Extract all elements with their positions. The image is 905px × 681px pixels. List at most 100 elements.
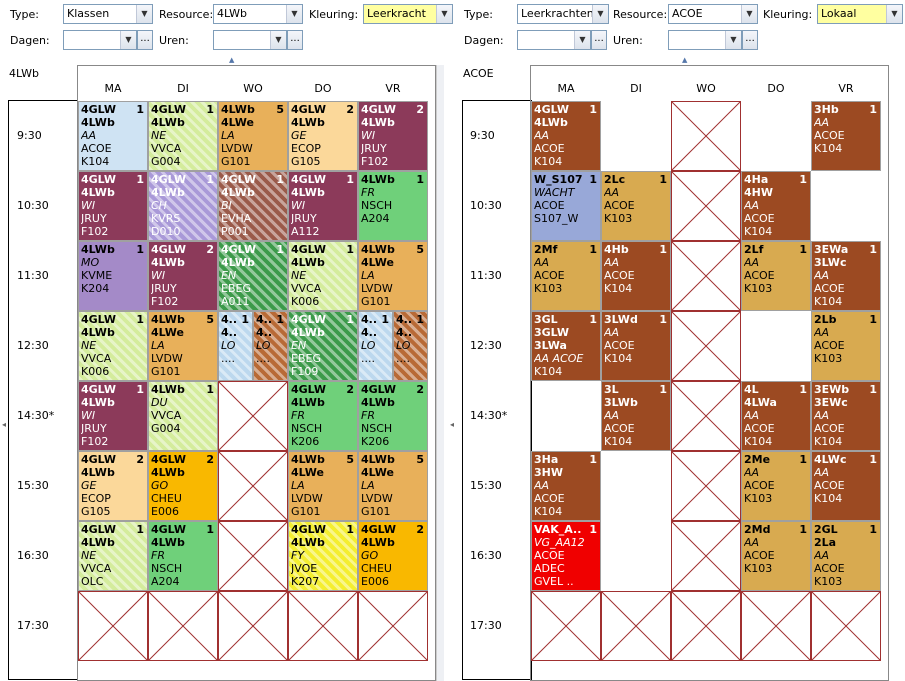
empty-slot[interactable]: [671, 451, 741, 521]
type-select[interactable]: Leerkrachten ▼: [517, 4, 609, 24]
lesson-block[interactable]: 1 4GLW 4LWb WI JRUY F102: [78, 381, 148, 451]
lesson-block[interactable]: 5 4LWb 4LWe LA LVDW G101: [148, 311, 218, 381]
lesson-block[interactable]: 1 4LWb MO KVME K204: [78, 241, 148, 311]
kleuring-select[interactable]: Leerkracht ▼: [363, 4, 453, 24]
chevron-down-icon[interactable]: ▼: [436, 5, 452, 23]
empty-slot[interactable]: [671, 591, 741, 661]
uren-more-button[interactable]: ...: [742, 30, 758, 50]
lesson-block[interactable]: 1 4GLW 4LWb WI JRUY A112: [288, 171, 358, 241]
lesson-block[interactable]: 1 4.. 4.. LO....: [218, 311, 253, 381]
lesson-block[interactable]: 1 4GLW 4LWb NE VVCA G004: [148, 101, 218, 171]
lesson-block[interactable]: 1 4GLW 4LWb NE VVCA K006: [78, 311, 148, 381]
lesson-block[interactable]: 1 4GLW 4LWb CH KVRS D010: [148, 171, 218, 241]
dagen-more-button[interactable]: ...: [137, 30, 153, 50]
lesson-block[interactable]: 2 4GLW 4LWb FR NSCH K206: [358, 381, 428, 451]
lesson-block[interactable]: 2 4GLW 4LWb WI JRUY F102: [148, 241, 218, 311]
lesson-block[interactable]: 5 4LWb 4LWe LA LVDW G101: [288, 451, 358, 521]
lesson-block[interactable]: 1 3LWd AA ACOE K104: [601, 311, 671, 381]
scrollbar[interactable]: [436, 65, 444, 681]
chevron-down-icon[interactable]: ▼: [725, 31, 741, 49]
empty-slot[interactable]: [811, 591, 881, 661]
type-select[interactable]: Klassen ▼: [63, 4, 153, 24]
lesson-block[interactable]: 1 4Hb AA ACOE K104: [601, 241, 671, 311]
lesson-block[interactable]: 1 4LWc AA ACOE K104: [811, 451, 881, 521]
lesson-block[interactable]: 2 4GLW 4LWb WI JRUY F102: [358, 101, 428, 171]
lesson-block[interactable]: 5 4LWb 4LWe LA LVDW G101: [358, 451, 428, 521]
empty-slot[interactable]: [531, 591, 601, 661]
empty-slot[interactable]: [671, 521, 741, 591]
lesson-block[interactable]: 1 4GLW 4LWb EN EBEG F109: [288, 311, 358, 381]
lesson-block[interactable]: 1 4L 4LWa AA ACOE K104: [741, 381, 811, 451]
empty-slot[interactable]: [671, 171, 741, 241]
resource-select[interactable]: 4LWb ▼: [213, 4, 303, 24]
lesson-block[interactable]: 1 4.. 4.. LO....: [253, 311, 288, 381]
empty-slot[interactable]: [671, 241, 741, 311]
lesson-block[interactable]: 1 4GLW 4LWb BI EVHA P001: [218, 171, 288, 241]
lesson-block[interactable]: 1 4LWb FR NSCH A204: [358, 171, 428, 241]
splitter-left-arrow-icon[interactable]: ◂: [2, 420, 7, 429]
chevron-down-icon[interactable]: ▼: [286, 5, 302, 23]
lesson-block[interactable]: 1 VAK_A.. VG_AA12 ACOE ADEC GVEL ..: [531, 521, 601, 591]
chevron-down-icon[interactable]: ▼: [136, 5, 152, 23]
uren-more-button[interactable]: ...: [287, 30, 303, 50]
lesson-block[interactable]: 2 4GLW 4LWb GE ECOP G105: [78, 451, 148, 521]
empty-slot[interactable]: [671, 101, 741, 171]
empty-slot[interactable]: [218, 521, 288, 591]
lesson-block[interactable]: 2 4GLW 4LWb GO CHEU E006: [358, 521, 428, 591]
lesson-block[interactable]: 1 4GLW 4LWb FY JVOE K207: [288, 521, 358, 591]
lesson-block[interactable]: 1 4Ha 4HW AA ACOE K104: [741, 171, 811, 241]
empty-slot[interactable]: [358, 591, 428, 661]
dagen-more-button[interactable]: ...: [591, 30, 607, 50]
lesson-block[interactable]: 1 3EWb 3EWc AA ACOE K104: [811, 381, 881, 451]
empty-slot[interactable]: [288, 591, 358, 661]
empty-slot[interactable]: [671, 381, 741, 451]
dagen-select[interactable]: ▼: [517, 30, 591, 50]
lesson-block[interactable]: 5 4LWb 4LWe LA LVDW G101: [218, 101, 288, 171]
lesson-block[interactable]: 1 3L 3LWb AA ACOE K104: [601, 381, 671, 451]
empty-slot[interactable]: [671, 311, 741, 381]
lesson-block[interactable]: 1 3GL 3GLW 3LWa AA ACOE K104: [531, 311, 601, 381]
chevron-down-icon[interactable]: ▼: [270, 31, 286, 49]
lesson-block[interactable]: 1 4.. 4.. LO....: [358, 311, 393, 381]
chevron-down-icon[interactable]: ▼: [120, 31, 136, 49]
lesson-block[interactable]: 1 4GLW 4LWb FR NSCH A204: [148, 521, 218, 591]
lesson-block[interactable]: 1 W_S107 WACHT ACOE S107_W: [531, 171, 601, 241]
lesson-block[interactable]: 2 4GLW 4LWb GO CHEU E006: [148, 451, 218, 521]
splitter-grip-icon[interactable]: ▲: [229, 56, 235, 64]
lesson-block[interactable]: 1 2Lb AA ACOE K103: [811, 311, 881, 381]
lesson-block[interactable]: 1 4GLW 4LWb EN EBEG A011: [218, 241, 288, 311]
lesson-block[interactable]: 1 4GLW 4LWb AA ACOE K104: [531, 101, 601, 171]
splitter-grip-icon[interactable]: ▲: [682, 56, 688, 64]
chevron-down-icon[interactable]: ▼: [741, 5, 757, 23]
empty-slot[interactable]: [741, 591, 811, 661]
lesson-block[interactable]: 1 3Hb AA ACOE K104: [811, 101, 881, 171]
empty-slot[interactable]: [218, 591, 288, 661]
splitter-middle-arrow-icon[interactable]: ◂: [450, 420, 455, 429]
lesson-block[interactable]: 1 3EWa 3LWc AA ACOE K104: [811, 241, 881, 311]
empty-slot[interactable]: [148, 591, 218, 661]
lesson-block[interactable]: 1 4GLW 4LWb AA ACOE K104: [78, 101, 148, 171]
chevron-down-icon[interactable]: ▼: [592, 5, 608, 23]
lesson-block[interactable]: 1 3Ha 3HW AA ACOE K104: [531, 451, 601, 521]
lesson-block[interactable]: 1 2Me AA ACOE K103: [741, 451, 811, 521]
dagen-select[interactable]: ▼: [63, 30, 137, 50]
lesson-block[interactable]: 1 2Mf AA ACOE K103: [531, 241, 601, 311]
empty-slot[interactable]: [601, 591, 671, 661]
lesson-block[interactable]: 1 4GLW 4LWb NE VVCA OLC: [78, 521, 148, 591]
lesson-block[interactable]: 1 4GLW 4LWb WI JRUY F102: [78, 171, 148, 241]
lesson-block[interactable]: 1 2Lf AA ACOE K103: [741, 241, 811, 311]
lesson-block[interactable]: 1 2Lc AA ACOE K103: [601, 171, 671, 241]
kleuring-select[interactable]: Lokaal ▼: [817, 4, 903, 24]
uren-select[interactable]: ▼: [213, 30, 287, 50]
empty-slot[interactable]: [78, 591, 148, 661]
lesson-block[interactable]: 5 4LWb 4LWe LA LVDW G101: [358, 241, 428, 311]
uren-select[interactable]: ▼: [668, 30, 742, 50]
lesson-block[interactable]: 2 4GLW 4LWb GE ECOP G105: [288, 101, 358, 171]
empty-slot[interactable]: [218, 381, 288, 451]
lesson-block[interactable]: 1 4GLW 4LWb NE VVCA K006: [288, 241, 358, 311]
empty-slot[interactable]: [218, 451, 288, 521]
lesson-block[interactable]: 1 4LWb DU VVCA G004: [148, 381, 218, 451]
chevron-down-icon[interactable]: ▼: [574, 31, 590, 49]
lesson-block[interactable]: 1 2GL 2La AA ACOE K103: [811, 521, 881, 591]
chevron-down-icon[interactable]: ▼: [886, 5, 902, 23]
